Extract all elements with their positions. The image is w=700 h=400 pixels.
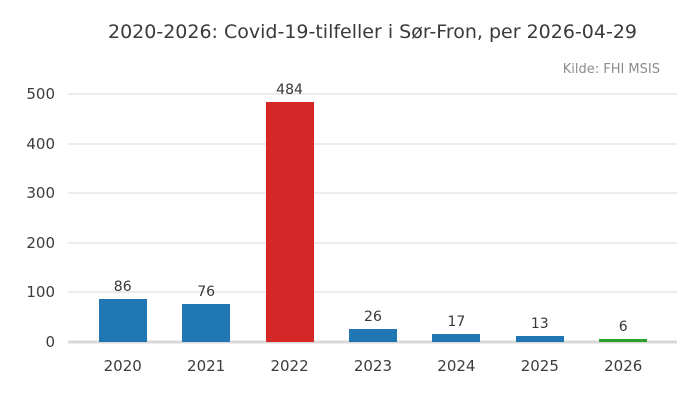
bar-slot: 26 2023	[331, 94, 414, 375]
bar-value-label: 6	[618, 319, 628, 336]
x-tick-label: 2020	[103, 357, 142, 375]
bar-2024	[432, 333, 481, 342]
x-tick-label: 2025	[520, 357, 559, 375]
bar-value-label: 13	[530, 315, 549, 332]
bar-2020	[98, 299, 147, 342]
bar-slot: 484 2022	[248, 82, 331, 375]
x-tick-label: 2024	[437, 357, 476, 375]
bar-2026	[599, 339, 648, 342]
chart-title: 2020-2026: Covid-19-tilfeller i Sør-Fron…	[107, 21, 637, 43]
bar-2025	[515, 335, 564, 342]
bar-value-label: 86	[113, 279, 132, 296]
bar-2022	[265, 101, 314, 342]
x-axis-line	[68, 340, 677, 344]
y-tick-label: 0	[45, 333, 55, 351]
y-tick-label: 400	[26, 134, 55, 153]
y-tick-label: 200	[26, 233, 55, 252]
chart-source-note: Kilde: FHI MSIS	[562, 62, 660, 77]
bar-slot: 76 2021	[164, 94, 247, 375]
x-tick-label: 2021	[187, 357, 226, 375]
bar-value-label: 484	[276, 81, 303, 98]
bar-slot: 86 2020	[81, 94, 164, 375]
x-tick-label: 2023	[353, 357, 393, 375]
bar-2023	[348, 329, 397, 342]
gridline	[68, 241, 677, 244]
bars-container: 86 2020 76 2021 484 2022 26 2023 17 2024 13 2025 6 20…	[81, 82, 665, 375]
x-tick-label: 2022	[270, 357, 309, 375]
gridline	[68, 93, 677, 95]
y-tick-label: 500	[26, 85, 55, 103]
gridline	[68, 142, 677, 145]
bar-value-label: 26	[364, 309, 382, 326]
plot-area: 86 2020 76 2021 484 2022 26 2023 17 2024 13 2025 6 20…	[26, 82, 677, 375]
bar-value-label: 76	[197, 284, 216, 301]
x-tick-label: 2026	[604, 357, 643, 375]
y-tick-label: 300	[26, 184, 55, 203]
bar-value-label: 17	[447, 313, 466, 330]
bar-slot: 6 2026	[582, 94, 665, 375]
bar-slot: 13 2025	[498, 94, 581, 375]
gridline	[68, 192, 677, 195]
bar-slot: 17 2024	[415, 94, 498, 375]
bar-2021	[182, 304, 231, 342]
gridline	[68, 291, 677, 294]
y-tick-label: 100	[26, 283, 55, 302]
